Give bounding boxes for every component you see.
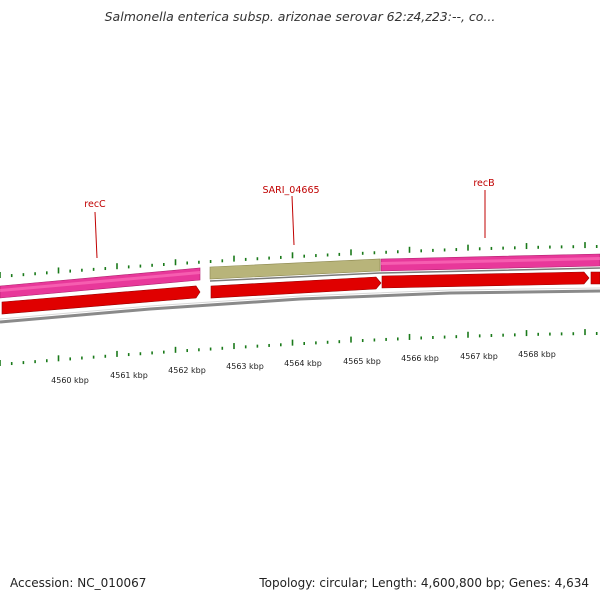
scale-label: 4561 kbp xyxy=(110,371,148,380)
track-top-underline xyxy=(209,267,600,282)
olive-feature-sari-04665[interactable] xyxy=(209,258,381,280)
gene-label-sari-04665[interactable]: SARI_04665 xyxy=(262,185,319,196)
red-feature-reccc[interactable] xyxy=(1,285,201,315)
scale-label: 4567 kbp xyxy=(460,352,498,361)
accession-text: Accession: NC_010067 xyxy=(10,576,147,590)
genome-title: Salmonella enterica subsp. arizonae sero… xyxy=(104,9,496,24)
gene-label-recb[interactable]: recB xyxy=(473,178,494,189)
scale-label: 4564 kbp xyxy=(284,359,322,368)
scale-labels: 4560 kbp 4561 kbp 4562 kbp 4563 kbp 4564… xyxy=(51,350,556,385)
red-feature-sari[interactable] xyxy=(210,276,382,299)
feature-track-top xyxy=(0,253,600,299)
scale-label: 4565 kbp xyxy=(343,357,381,366)
scale-label: 4562 kbp xyxy=(168,366,206,375)
genome-backbone xyxy=(0,289,600,324)
sari-leader-line xyxy=(291,195,295,246)
tick-row-top xyxy=(0,242,598,278)
pink-feature-recb-highlight xyxy=(381,257,600,265)
tick-row-bottom xyxy=(0,329,598,366)
gene-label-group: recC SARI_04665 recB xyxy=(84,178,495,259)
scale-label: 4568 kbp xyxy=(518,350,556,359)
scale-label: 4566 kbp xyxy=(401,354,439,363)
genome-summary-text: Topology: circular; Length: 4,600,800 bp… xyxy=(259,576,589,590)
scale-label: 4560 kbp xyxy=(51,376,89,385)
feature-track-red xyxy=(1,271,600,315)
genome-backbone-inner xyxy=(0,287,600,320)
recc-leader-line xyxy=(94,211,98,259)
red-feature-recb[interactable] xyxy=(381,271,590,289)
pink-feature-left-highlight xyxy=(0,271,200,292)
red-feature-next[interactable] xyxy=(590,271,600,285)
gene-label-recc[interactable]: recC xyxy=(84,199,106,210)
scale-label: 4563 kbp xyxy=(226,362,264,371)
